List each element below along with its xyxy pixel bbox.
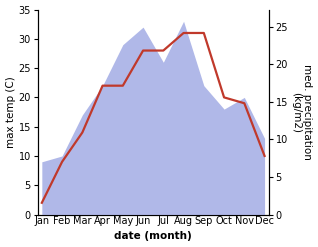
Y-axis label: med. precipitation
(kg/m2): med. precipitation (kg/m2) [291, 64, 313, 160]
Y-axis label: max temp (C): max temp (C) [5, 76, 16, 148]
X-axis label: date (month): date (month) [114, 231, 192, 242]
